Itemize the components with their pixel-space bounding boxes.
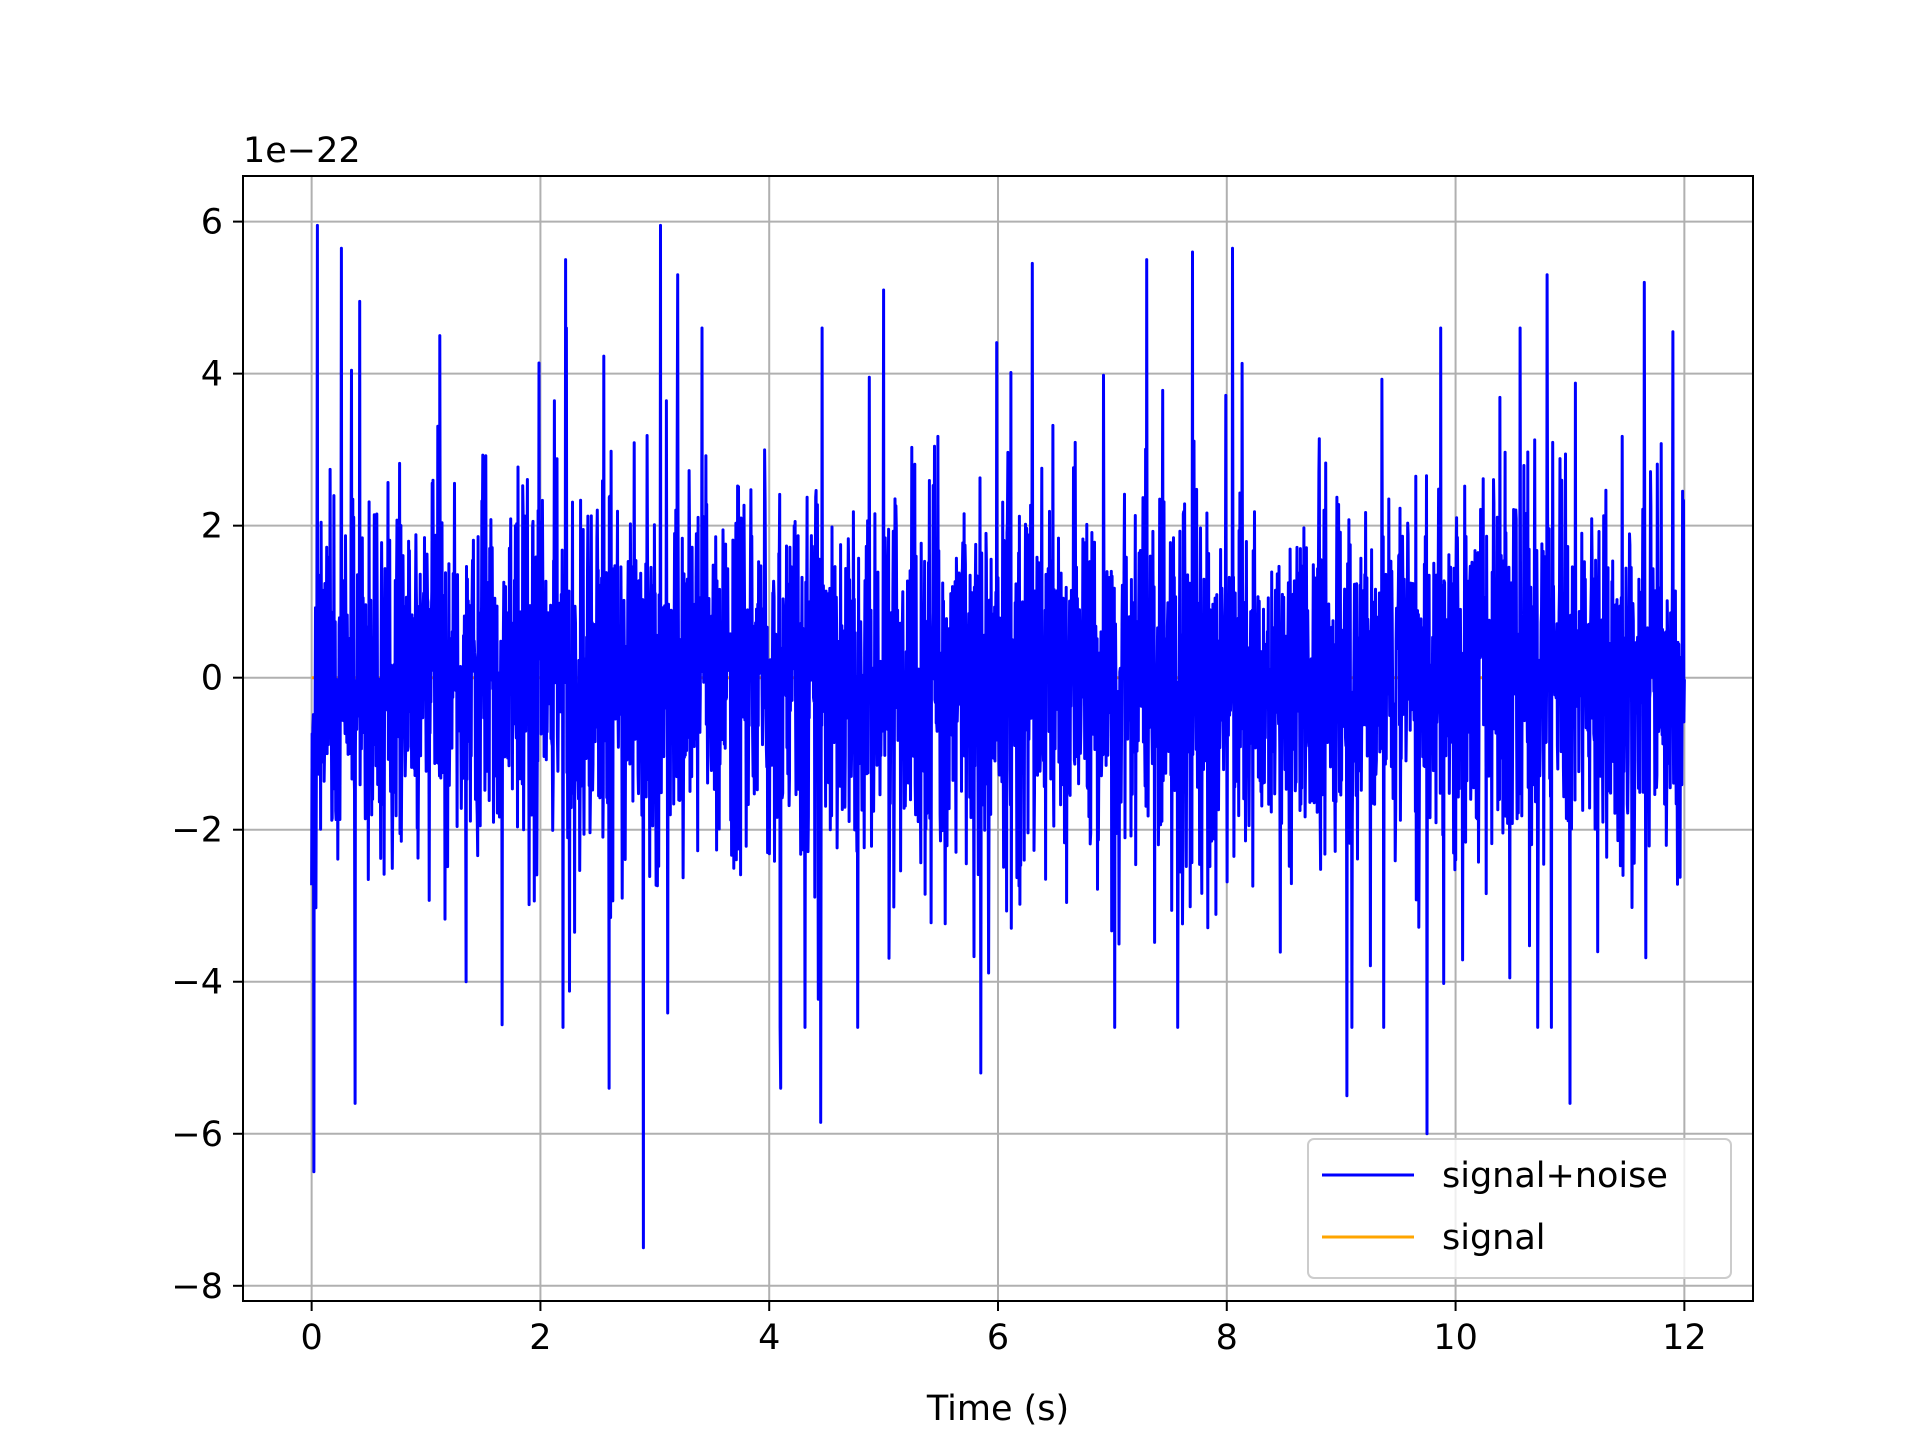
- x-axis-label: Time (s): [926, 1389, 1069, 1429]
- legend: signal+noise signal: [1307, 1138, 1732, 1279]
- y-tick-label: −6: [171, 1115, 223, 1155]
- y-offset-label: 1e−22: [243, 131, 361, 171]
- y-tick-label: 0: [201, 659, 223, 699]
- y-tick-label: 2: [201, 507, 223, 547]
- x-tick-label: 4: [758, 1318, 780, 1358]
- legend-label-signal-noise: signal+noise: [1442, 1156, 1668, 1196]
- y-tick-label: −8: [171, 1267, 223, 1307]
- series-layer: [310, 223, 1686, 1250]
- y-tick-label: −4: [171, 963, 223, 1003]
- legend-label-signal: signal: [1442, 1218, 1546, 1258]
- x-axis: 0 2 4 6 8 10 12: [300, 1301, 1707, 1358]
- series-line-signal-noise: [310, 223, 1686, 1250]
- x-tick-label: 6: [987, 1318, 1009, 1358]
- x-tick-label: 2: [529, 1318, 551, 1358]
- y-axis: −8 −6 −4 −2 0 2 4 6: [171, 203, 243, 1307]
- x-tick-label: 12: [1662, 1318, 1707, 1358]
- x-tick-label: 0: [300, 1318, 322, 1358]
- y-tick-label: 4: [201, 355, 223, 395]
- x-tick-label: 8: [1216, 1318, 1238, 1358]
- y-tick-label: 6: [201, 203, 223, 243]
- y-tick-label: −2: [171, 811, 223, 851]
- x-tick-label: 10: [1433, 1318, 1478, 1358]
